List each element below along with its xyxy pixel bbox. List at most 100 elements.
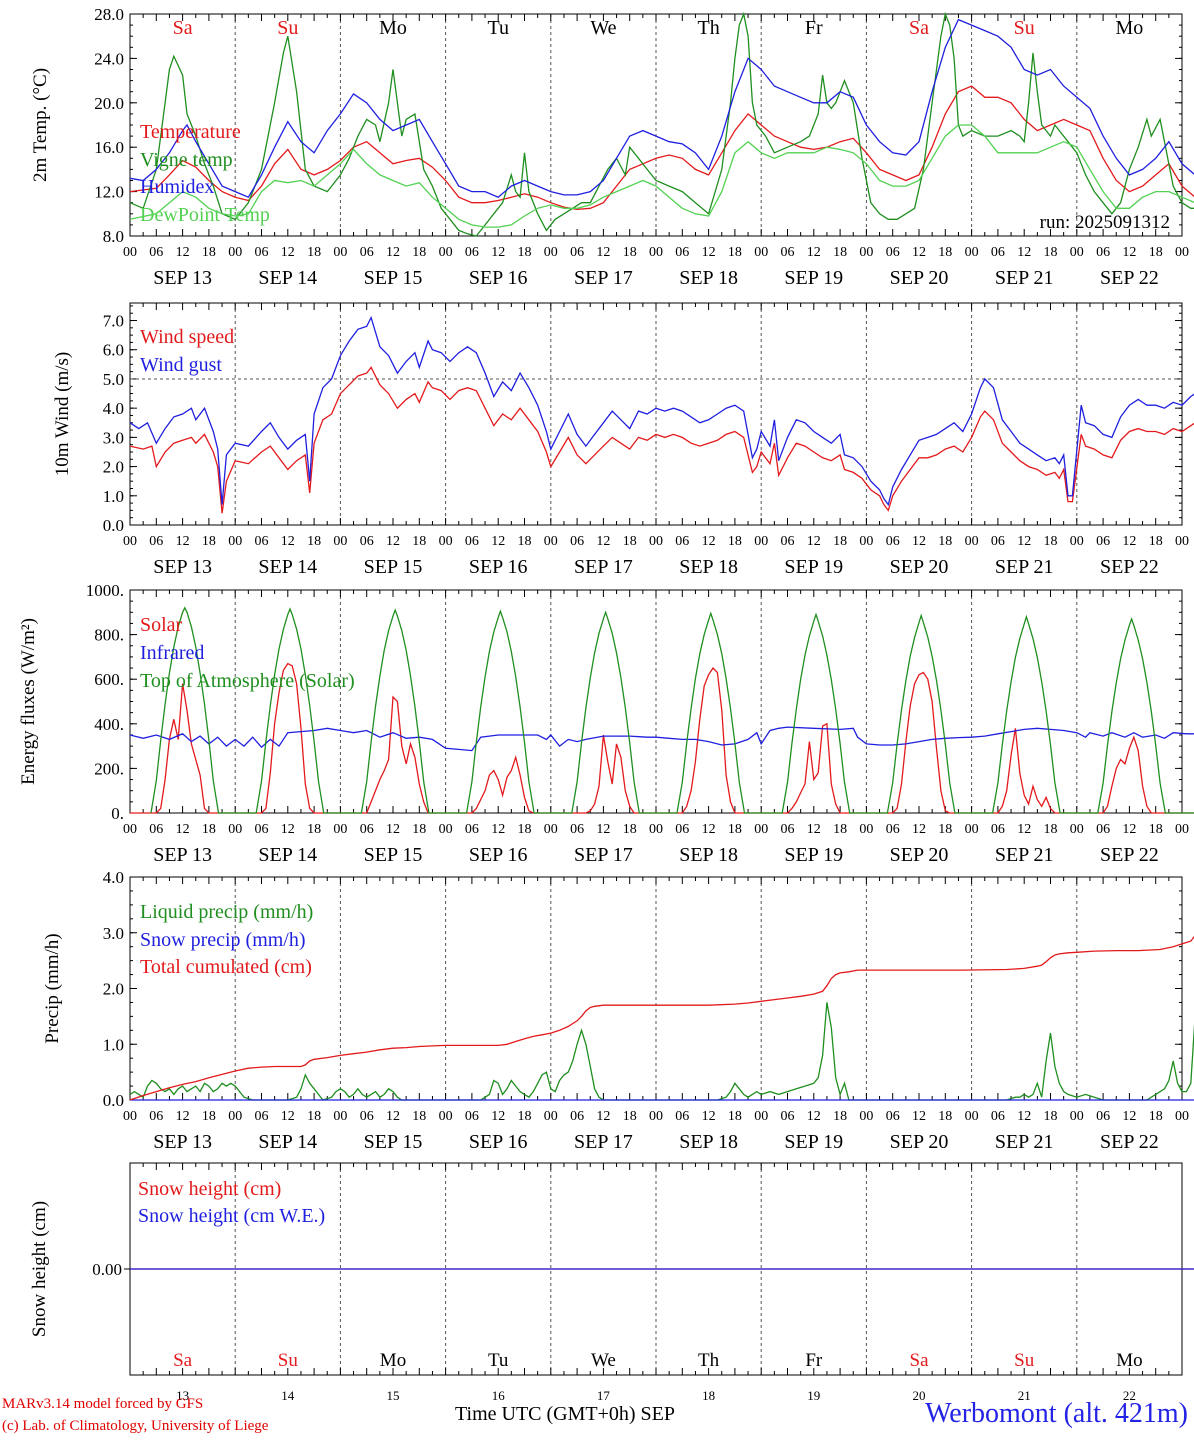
hour-label: 00 xyxy=(439,534,453,549)
hour-label: 12 xyxy=(1017,245,1031,260)
y-tick-label: 400. xyxy=(94,715,124,734)
date-label: SEP 17 xyxy=(574,267,633,289)
hour-label: 06 xyxy=(781,1109,795,1124)
series-line-infrared xyxy=(129,726,1194,752)
hour-label: 06 xyxy=(149,822,163,837)
date-label: SEP 14 xyxy=(258,844,317,866)
lab-credit: (c) Lab. of Climatology, University of L… xyxy=(2,1418,269,1434)
y-tick-label: 12.0 xyxy=(94,183,124,202)
hour-label: 06 xyxy=(991,822,1005,837)
y-tick-label: 2.0 xyxy=(103,980,124,999)
day-number: 13 xyxy=(176,1388,189,1403)
hour-label: 06 xyxy=(360,1109,374,1124)
date-label: SEP 14 xyxy=(258,267,317,289)
hour-label: 12 xyxy=(386,1109,400,1124)
hour-label: 06 xyxy=(149,245,163,260)
date-label: SEP 17 xyxy=(574,556,633,578)
y-tick-label: 24.0 xyxy=(94,49,124,68)
hour-label: 06 xyxy=(675,822,689,837)
y-axis-label: 2m Temp. (°C) xyxy=(30,68,51,182)
hour-label: 00 xyxy=(965,822,979,837)
date-label: SEP 15 xyxy=(364,267,423,289)
hour-label: 18 xyxy=(1149,245,1163,260)
hour-label: 00 xyxy=(965,534,979,549)
date-label: SEP 13 xyxy=(153,556,212,578)
hour-label: 00 xyxy=(1070,1109,1084,1124)
hour-label: 00 xyxy=(333,822,347,837)
day-name: Th xyxy=(697,17,719,39)
hour-label: 18 xyxy=(623,822,637,837)
date-label: SEP 20 xyxy=(890,556,949,578)
legend-entry: Snow height (cm) xyxy=(138,1178,281,1200)
date-label: SEP 19 xyxy=(784,1131,843,1153)
hour-label: 12 xyxy=(807,1109,821,1124)
legend-entry: Solar xyxy=(140,614,183,636)
legend-entry: Total cumulated (cm) xyxy=(140,956,312,978)
day-name: Mo xyxy=(379,17,407,39)
hour-label: 00 xyxy=(754,534,768,549)
date-label: SEP 17 xyxy=(574,844,633,866)
hour-label: 06 xyxy=(360,822,374,837)
hour-label: 12 xyxy=(912,245,926,260)
day-number: 22 xyxy=(1123,1388,1136,1403)
hour-label: 12 xyxy=(281,822,295,837)
hour-label: 00 xyxy=(859,245,873,260)
day-number: 14 xyxy=(281,1388,295,1403)
hour-label: 06 xyxy=(675,1109,689,1124)
day-name: Su xyxy=(1014,1350,1035,1371)
y-axis-label: Precip (mm/h) xyxy=(42,933,63,1043)
day-number: 16 xyxy=(492,1388,506,1403)
hour-label: 00 xyxy=(754,245,768,260)
hour-label: 12 xyxy=(596,1109,610,1124)
y-tick-label: 8.0 xyxy=(103,227,124,246)
date-label: SEP 15 xyxy=(364,1131,423,1153)
y-axis-label: Energy fluxes (W/m²) xyxy=(18,618,39,785)
series-line-temperature xyxy=(129,85,1194,211)
hour-label: 12 xyxy=(491,534,505,549)
y-tick-label: 0.0 xyxy=(103,1091,124,1110)
hour-label: 12 xyxy=(386,822,400,837)
series-line-vigne-temp xyxy=(129,11,1194,237)
hour-label: 00 xyxy=(1070,534,1084,549)
hour-label: 18 xyxy=(833,822,847,837)
series-line-wind-gust xyxy=(129,315,1194,507)
hour-label: 00 xyxy=(859,534,873,549)
y-tick-label: 1.0 xyxy=(103,1035,124,1054)
hour-label: 18 xyxy=(833,245,847,260)
hour-label: 06 xyxy=(991,245,1005,260)
hour-label: 18 xyxy=(412,822,426,837)
date-label: SEP 13 xyxy=(153,1131,212,1153)
hour-label: 18 xyxy=(728,822,742,837)
date-label: SEP 19 xyxy=(784,556,843,578)
hour-label: 18 xyxy=(1149,1109,1163,1124)
y-axis-label: Snow height (cm) xyxy=(29,1201,50,1337)
hour-label: 06 xyxy=(360,245,374,260)
hour-label: 00 xyxy=(123,822,137,837)
hour-label: 12 xyxy=(386,245,400,260)
y-tick-label: 4.0 xyxy=(103,399,124,418)
day-name: Mo xyxy=(380,1350,406,1371)
y-tick-label: 7.0 xyxy=(103,312,124,331)
hour-label: 18 xyxy=(202,534,216,549)
date-label: SEP 13 xyxy=(153,844,212,866)
hour-label: 12 xyxy=(386,534,400,549)
hour-label: 18 xyxy=(938,822,952,837)
hour-label: 18 xyxy=(728,245,742,260)
hour-label: 00 xyxy=(544,245,558,260)
hour-label: 18 xyxy=(412,245,426,260)
date-label: SEP 16 xyxy=(469,267,528,289)
day-name: Sa xyxy=(910,1350,930,1371)
series-line-total-cumulated-cm- xyxy=(129,935,1194,1101)
hour-label: 06 xyxy=(570,534,584,549)
day-name: Fr xyxy=(805,1350,823,1371)
hour-label: 06 xyxy=(886,245,900,260)
day-name: Su xyxy=(277,17,298,39)
hour-label: 18 xyxy=(307,245,321,260)
y-tick-label: 1.0 xyxy=(103,487,124,506)
hour-label: 06 xyxy=(675,534,689,549)
date-label: SEP 19 xyxy=(784,844,843,866)
hour-label: 06 xyxy=(991,534,1005,549)
hour-label: 06 xyxy=(149,534,163,549)
date-label: SEP 20 xyxy=(890,844,949,866)
hour-label: 18 xyxy=(1149,534,1163,549)
